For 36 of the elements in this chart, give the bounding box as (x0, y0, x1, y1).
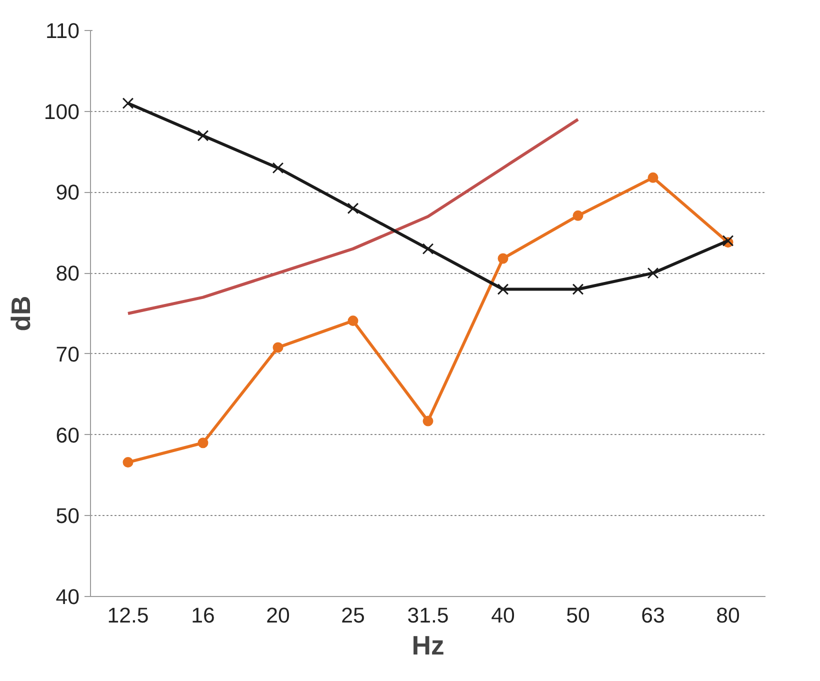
point (272, 342, 284, 353)
x-tick-label: 12.5 (107, 604, 149, 628)
point (272, 162, 284, 174)
x-tick-label: 40 (491, 604, 515, 628)
x-axis-title: Hz (412, 630, 444, 660)
point (572, 210, 584, 221)
point (648, 172, 658, 183)
y-tick-label: 50 (56, 504, 80, 528)
point (497, 284, 509, 295)
point (498, 253, 508, 264)
x-tick-label: 20 (266, 604, 290, 628)
y-tick-label: 70 (56, 342, 80, 366)
y-tick-label: 110 (46, 19, 80, 43)
y-tick-label: 90 (56, 180, 80, 205)
x-tick-label: 16 (191, 604, 215, 628)
x-tick-label: 50 (566, 604, 590, 628)
point (422, 243, 434, 255)
x-tick-label: 31.5 (407, 604, 449, 628)
point (198, 438, 208, 448)
point (347, 202, 359, 214)
y-axis-title: dB (6, 296, 36, 332)
y-tick-label: 40 (56, 585, 80, 609)
point (122, 98, 134, 109)
y-tick-label: 60 (56, 423, 80, 448)
y-tick-label: 80 (56, 262, 80, 286)
x-tick-label: 63 (641, 604, 665, 628)
point (422, 416, 434, 426)
line-series (126, 118, 580, 315)
point (122, 457, 134, 468)
y-tick-label: 100 (44, 100, 80, 124)
point (647, 267, 659, 279)
x-tick-label: 25 (341, 604, 365, 628)
point (348, 316, 358, 326)
point (572, 284, 584, 295)
x-tick-label: 80 (716, 604, 740, 628)
point (197, 130, 209, 142)
